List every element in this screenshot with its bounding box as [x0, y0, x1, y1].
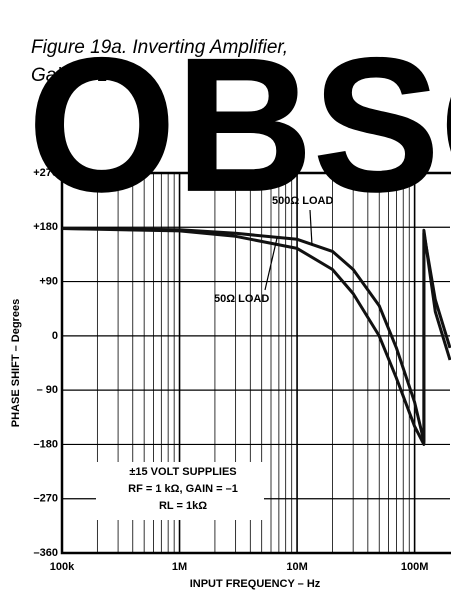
y-tick-label: –360	[34, 547, 58, 559]
plot-frame	[60, 171, 451, 555]
x-tick-label: 1M	[172, 561, 187, 573]
series-line	[61, 227, 451, 446]
chart-title: Gain of 1	[31, 65, 108, 86]
annotation: ±15 VOLT SUPPLIES	[129, 466, 236, 478]
series-label: 500Ω LOAD	[272, 195, 333, 207]
y-tick-label: –180	[34, 438, 58, 450]
y-tick-label: –270	[34, 493, 58, 505]
pointer	[264, 238, 278, 291]
y-tick-label: +90	[39, 275, 58, 287]
pointer	[309, 209, 313, 246]
series-label: 50Ω LOAD	[214, 293, 269, 305]
x-tick-label: 10M	[286, 561, 307, 573]
chart-title: Figure 19a. Inverting Amplifier,	[31, 37, 288, 58]
watermark: OBSOLETE	[28, 19, 451, 231]
y-tick-label: – 90	[37, 384, 58, 396]
x-axis-label: INPUT FREQUENCY – Hz	[190, 578, 321, 590]
y-tick-label: 0	[52, 330, 58, 342]
x-tick-label: 100M	[401, 561, 429, 573]
y-tick-label: +270	[33, 167, 58, 179]
annotation: RL = 1kΩ	[159, 500, 207, 512]
x-tick-label: 100k	[50, 561, 75, 573]
series-line	[61, 227, 451, 443]
annotation: RF = 1 kΩ, GAIN = –1	[128, 483, 238, 495]
y-axis-label: PHASE SHIFT – Degrees	[10, 299, 22, 427]
annotation-box	[96, 462, 264, 520]
y-tick-label: +180	[33, 221, 58, 233]
